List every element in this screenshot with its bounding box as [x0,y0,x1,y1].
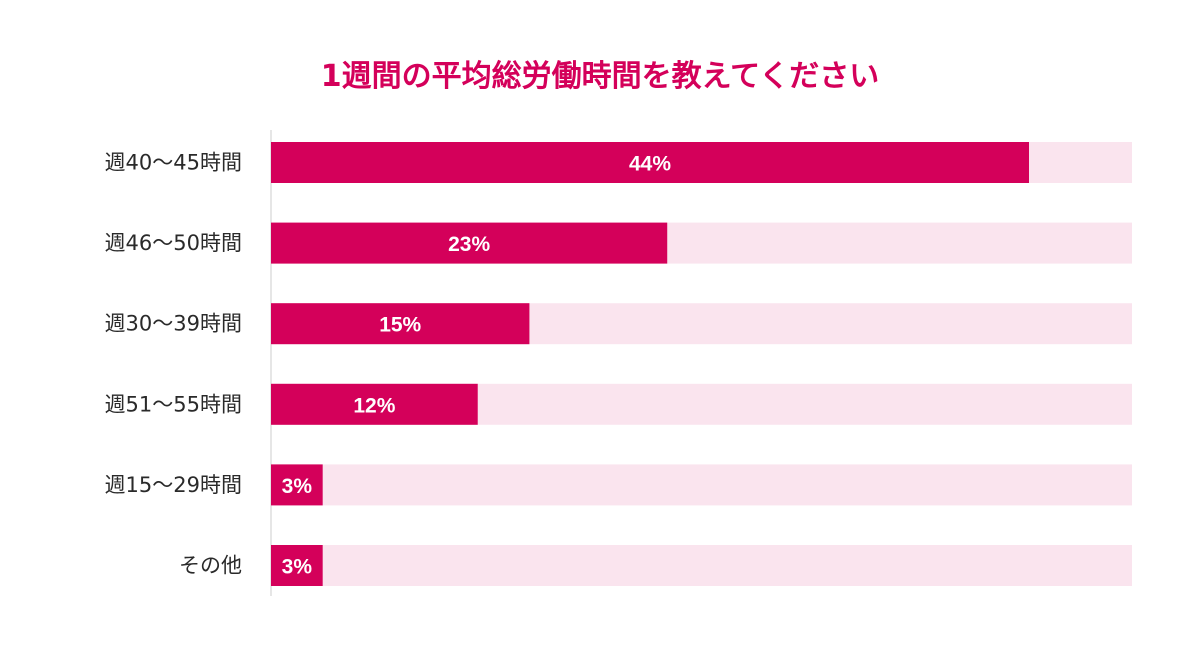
bar [271,303,530,345]
value-label: 15% [379,314,421,337]
value-label: 44% [629,153,671,176]
category-label: 週30〜39時間 [105,312,242,336]
bar [271,464,323,506]
bar-track [271,464,1132,506]
value-label: 12% [353,394,395,417]
bar [271,383,478,425]
value-label: 3% [282,556,313,579]
category-label: 週51〜55時間 [105,392,242,416]
category-label: 週40〜45時間 [105,151,242,175]
value-label: 3% [282,475,313,498]
value-label: 23% [448,233,490,256]
chart-title: 1週間の平均総労働時間を教えてください [321,59,879,94]
category-label: 週15〜29時間 [105,473,242,497]
bars-group: 週40〜45時間 44% 週46〜50時間 23% 週30〜39時間 15% 週51〜55時… [105,142,1132,586]
category-label: 週46〜50時間 [105,231,242,255]
bar [271,545,323,586]
category-label: その他 [179,554,242,578]
bar [271,142,1029,183]
bar [271,222,668,264]
bar-track [271,545,1132,586]
